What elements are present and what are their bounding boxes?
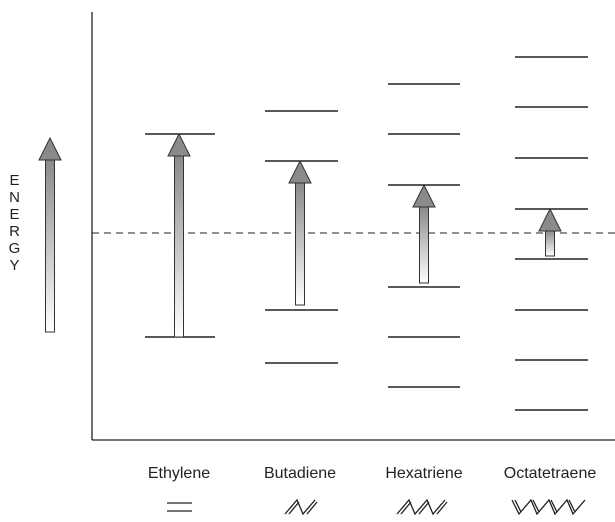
- ethylene-structure: [167, 502, 192, 512]
- arrow-head: [538, 207, 562, 232]
- arrow-shaft: [45, 159, 55, 333]
- energy-label: ENERGY: [6, 172, 23, 274]
- molecule-name: Ethylene: [148, 465, 210, 482]
- arrow-head: [412, 183, 436, 208]
- molecule-name: Hexatriene: [385, 465, 462, 482]
- octatetraene-structure: [511, 498, 586, 516]
- arrow-shaft: [545, 230, 555, 257]
- hexatriene-structure: [396, 498, 448, 516]
- butadiene-structure: [284, 498, 318, 516]
- arrow-shaft: [295, 182, 305, 306]
- arrow-shaft: [174, 155, 184, 338]
- arrow-head: [167, 132, 191, 157]
- molecule-name: Octatetraene: [504, 465, 597, 482]
- arrows: [38, 132, 562, 338]
- labels: Ethylene Butadiene Hexatriene Octatetraene: [148, 465, 596, 482]
- molecule-name: Butadiene: [264, 465, 336, 482]
- structures: [167, 498, 586, 516]
- arrow-head: [38, 136, 62, 161]
- arrow-shaft: [419, 206, 429, 284]
- levels: [145, 56, 588, 411]
- arrow-head: [288, 159, 312, 184]
